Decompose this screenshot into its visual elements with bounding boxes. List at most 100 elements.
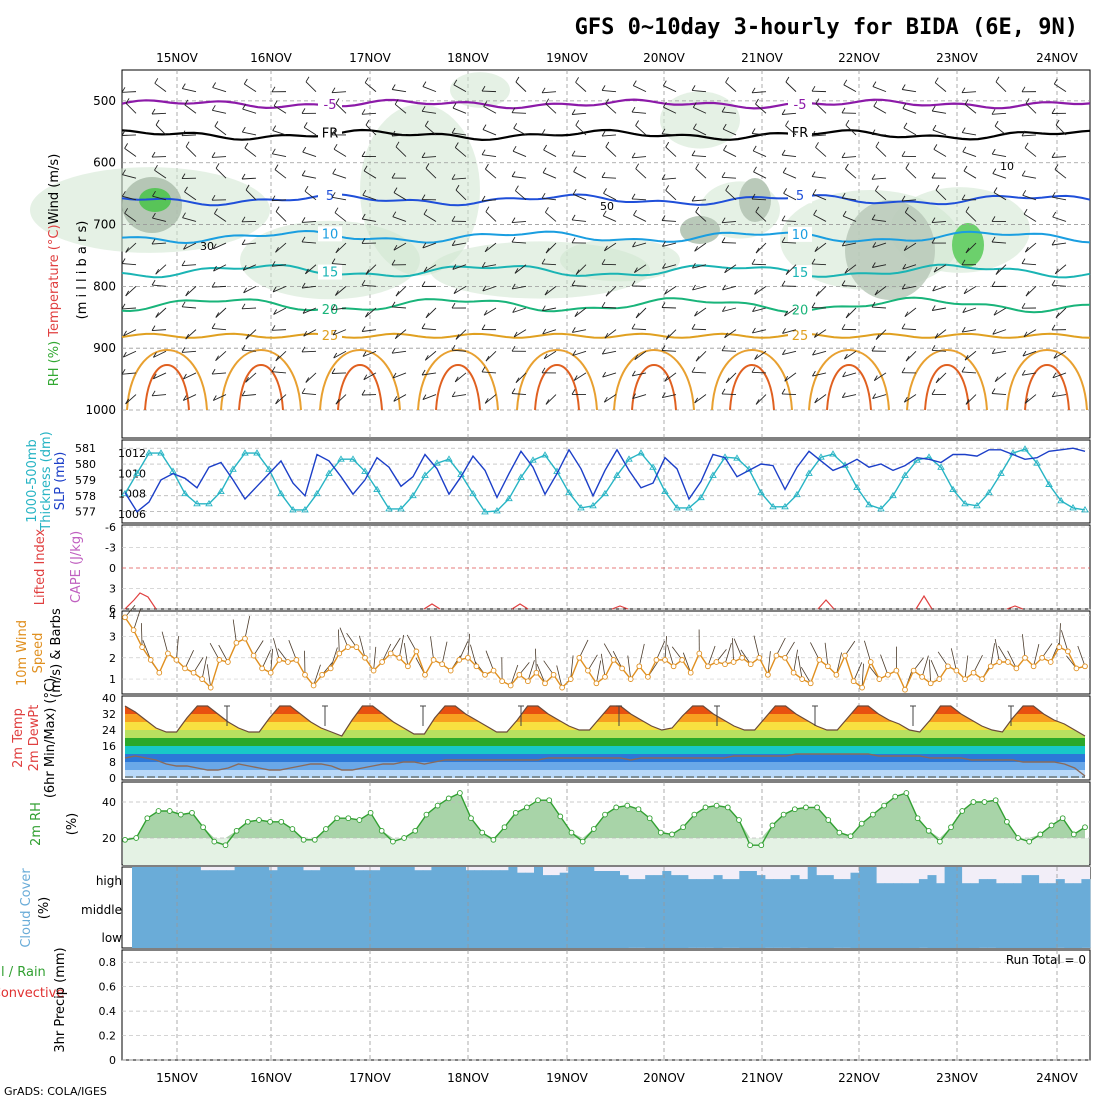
wind-barb (482, 285, 497, 292)
bottom-date-label: 21NOV (741, 1071, 783, 1085)
wind-barb-flag (182, 395, 187, 401)
contour-label-bg (788, 302, 812, 318)
wind-tick-label: 2 (109, 652, 116, 665)
wind-barb-10m (864, 640, 872, 663)
cloud-bar (474, 870, 484, 948)
wind-barb (572, 329, 587, 333)
wind-10m-series-point (327, 665, 334, 672)
rh-shading (360, 104, 480, 276)
wind-barb-flag (725, 185, 730, 191)
wind-10m-series-point (850, 678, 857, 685)
rh-2m-series-point (535, 797, 541, 804)
cloud-bar (277, 867, 287, 948)
cloud-bar (431, 867, 441, 948)
wind-barb-flag (363, 374, 368, 380)
wind-barb-flag (811, 258, 816, 265)
wind-10m-series-point (490, 667, 497, 674)
top-date-label: 15NOV (156, 51, 198, 65)
wind-barb (331, 372, 347, 374)
rh-2m-series-point (378, 827, 385, 834)
wind-barb (272, 371, 287, 374)
wind-10m-series-point (293, 657, 300, 663)
wind-barb (901, 199, 917, 202)
wind-barb-flag (335, 398, 340, 405)
wind-barb-flag (1051, 239, 1056, 246)
cloud-bar (568, 867, 578, 948)
wind-barb-flag (451, 215, 456, 222)
wind-barb (335, 286, 347, 296)
wind-barb (783, 172, 797, 179)
cloud-bar (816, 875, 826, 948)
slp-series-point (1033, 459, 1041, 466)
slp-series-point (601, 489, 609, 497)
wind-barb-10m (373, 646, 377, 671)
wind-barb-flag (755, 247, 760, 254)
wind-barb-flag (871, 345, 876, 352)
wind-barb-flag (155, 119, 160, 126)
wind-barb-flag (184, 186, 188, 193)
wind-barb-flag (214, 121, 219, 127)
slp-series-point (889, 491, 897, 499)
cloud-bar (251, 867, 261, 948)
wind-10m-series-point (816, 657, 823, 663)
wind-barb (845, 124, 857, 136)
slp-series-point (301, 506, 309, 513)
wind-10m-series-point (173, 657, 180, 663)
wind-barb-flag (541, 129, 546, 135)
cloud-bar (491, 870, 501, 948)
wind-barb (634, 264, 647, 273)
wind-barb-10m (578, 639, 589, 658)
wind-barb-10m (398, 634, 405, 658)
slp-series-point (961, 499, 969, 507)
temp-band (125, 762, 1085, 770)
wind-barb-10m (638, 643, 645, 667)
lifted-index-spike (611, 605, 629, 610)
wind-barb (484, 242, 497, 253)
wind-barb-flag (695, 206, 700, 213)
pressure-tick-label: 1000 (85, 403, 116, 417)
wind-barb (694, 394, 707, 404)
wind-tick-label: 1 (109, 673, 116, 686)
wind-barb (512, 307, 527, 313)
wind-barb-flag (212, 243, 217, 250)
wind-barb (242, 242, 257, 246)
wind-barb (635, 307, 647, 319)
wind-barb (605, 146, 617, 157)
rh-2m-series-point (992, 797, 999, 804)
wind-barb (783, 193, 797, 201)
slp-label: SLP (mb) (53, 452, 68, 511)
slp-series-point (505, 494, 513, 502)
wind-barb (545, 242, 557, 254)
lifted-index-tick-label: 0 (109, 562, 116, 575)
wind-barb (1022, 175, 1037, 179)
rh-shading-saturated (952, 223, 984, 267)
wind-barb-flag (181, 347, 186, 353)
wind-barb (363, 372, 377, 381)
temp-band (125, 698, 1085, 706)
wind-barb-flag (124, 143, 128, 149)
rh-base-fill (123, 838, 1089, 865)
wind-barb (662, 264, 677, 269)
wind-barb (725, 189, 737, 201)
slp-series-point (1021, 445, 1029, 452)
wind-barb-flag (721, 237, 726, 243)
wind-barb (154, 82, 167, 92)
wind-barb (574, 307, 587, 317)
temperature-contour-label: 25 (792, 329, 809, 344)
wind-barb-flag (901, 323, 906, 329)
wind-barb-flag (964, 354, 969, 361)
contour-label-bg (788, 226, 812, 242)
wind-barb-10m (937, 651, 949, 667)
wind-barb (724, 329, 737, 339)
wind-barb-flag (183, 373, 187, 380)
wind-barb-flag (572, 189, 577, 195)
wind-barb-flag (634, 354, 639, 360)
cloud-bar (987, 879, 997, 948)
wind-10m-series-point (825, 663, 831, 670)
temp-bands (125, 698, 1085, 778)
slp-series-point (697, 493, 705, 501)
wind-barb (542, 329, 557, 335)
slp-series-point (685, 504, 693, 511)
rh-2m-series-point (568, 829, 575, 836)
rh-2m-series-point (613, 804, 620, 811)
